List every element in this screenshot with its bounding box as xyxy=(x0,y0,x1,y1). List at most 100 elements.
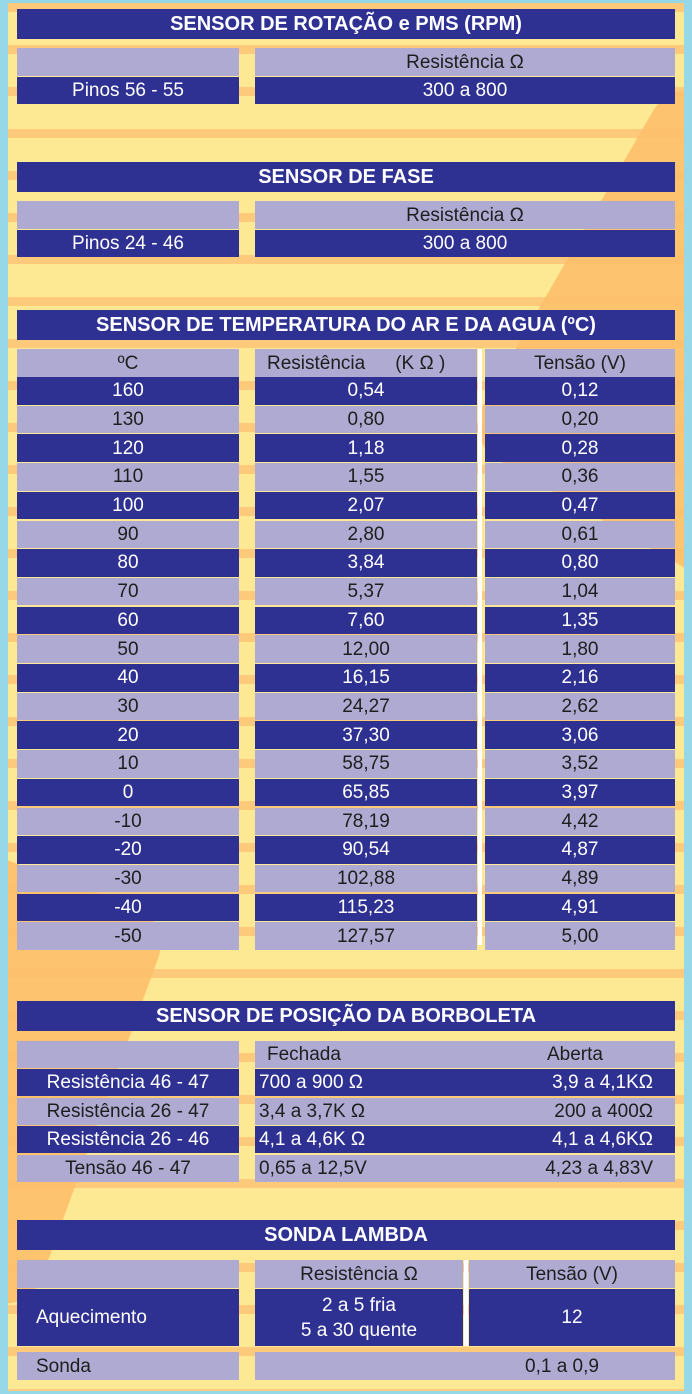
temp-cell-celsius: 80 xyxy=(17,549,239,577)
temp-header-res-unit: (K Ω ) xyxy=(395,352,446,374)
temp-cell-voltage: 0,20 xyxy=(485,405,675,434)
temp-cell-resistance: 1,18 xyxy=(255,434,477,462)
temp-header-c: ºC xyxy=(17,349,239,377)
temp-cell-voltage: 2,62 xyxy=(485,692,675,721)
tps-cell-open: 4,23 a 4,83V xyxy=(545,1157,653,1179)
temp-cell-celsius: -20 xyxy=(17,836,239,864)
temp-cell-celsius: -30 xyxy=(17,864,239,893)
temp-cell-voltage: 3,52 xyxy=(485,750,675,778)
temp-cell-celsius: 0 xyxy=(17,778,239,807)
rpm-header-blank xyxy=(17,48,239,76)
temp-cell-voltage: 4,87 xyxy=(485,836,675,864)
tps-row-values: 0,65 a 12,5V 4,23 a 4,83V xyxy=(255,1154,675,1182)
temp-cell-voltage: 0,12 xyxy=(485,377,675,405)
temp-cell-resistance: 90,54 xyxy=(255,836,477,864)
temp-cell-voltage: 0,36 xyxy=(485,463,675,491)
temp-cell-resistance: 3,84 xyxy=(255,549,477,577)
tps-row-label: Resistência 26 - 47 xyxy=(17,1097,239,1125)
temp-cell-celsius: 90 xyxy=(17,520,239,548)
temp-cell-celsius: 60 xyxy=(17,606,239,635)
temp-cell-voltage: 5,00 xyxy=(485,922,675,950)
temp-cell-celsius: 100 xyxy=(17,491,239,520)
temp-cell-resistance: 65,85 xyxy=(255,778,477,807)
temp-cell-resistance: 16,15 xyxy=(255,664,477,692)
temp-cell-resistance: 0,54 xyxy=(255,377,477,405)
temp-title: SENSOR DE TEMPERATURA DO AR E DA AGUA (º… xyxy=(17,310,675,340)
temp-cell-celsius: -10 xyxy=(17,807,239,835)
temp-cell-voltage: 4,42 xyxy=(485,807,675,835)
lambda-probe-v: 0,1 a 0,9 xyxy=(255,1352,675,1380)
rpm-value: 300 a 800 xyxy=(255,77,675,104)
tps-header-blank xyxy=(17,1041,239,1068)
temp-cell-resistance: 115,23 xyxy=(255,893,477,922)
tps-title: SENSOR DE POSIÇÃO DA BORBOLETA xyxy=(17,1001,675,1031)
tps-row-values: 4,1 a 4,6K Ω 4,1 a 4,6KΩ xyxy=(255,1126,675,1153)
temp-cell-celsius: 10 xyxy=(17,750,239,778)
temp-cell-resistance: 2,80 xyxy=(255,520,477,548)
temp-cell-voltage: 4,89 xyxy=(485,864,675,893)
temp-cell-celsius: 120 xyxy=(17,434,239,462)
temp-cell-celsius: 70 xyxy=(17,577,239,606)
temp-cell-resistance: 24,27 xyxy=(255,692,477,721)
lambda-heating-res: 2 a 5 fria 5 a 30 quente xyxy=(255,1289,463,1346)
temp-cell-celsius: 160 xyxy=(17,377,239,405)
temp-cell-resistance: 1,55 xyxy=(255,463,477,491)
tps-header: Fechada Aberta xyxy=(255,1041,675,1068)
tps-row-label: Resistência 26 - 46 xyxy=(17,1126,239,1153)
temp-cell-voltage: 2,16 xyxy=(485,664,675,692)
lambda-header-blank xyxy=(17,1260,239,1288)
rpm-pins: Pinos 56 - 55 xyxy=(17,77,239,104)
temp-cell-resistance: 7,60 xyxy=(255,606,477,635)
temp-cell-voltage: 1,80 xyxy=(485,635,675,663)
temp-cell-celsius: -40 xyxy=(17,893,239,922)
tps-cell-closed: 700 a 900 Ω xyxy=(259,1072,364,1093)
fase-header-blank xyxy=(17,201,239,229)
temp-cell-voltage: 0,80 xyxy=(485,549,675,577)
temp-header-res: Resistência (K Ω ) xyxy=(255,349,477,377)
tps-header-open: Aberta xyxy=(547,1044,603,1065)
lambda-heating-res-cold: 2 a 5 fria xyxy=(322,1294,396,1316)
temp-cell-voltage: 3,97 xyxy=(485,778,675,807)
rpm-header: Resistência Ω xyxy=(255,48,675,76)
lambda-probe-label: Sonda xyxy=(17,1352,239,1380)
temp-header-v: Tensão (V) xyxy=(485,349,675,377)
lambda-heating-res-hot: 5 a 30 quente xyxy=(300,1319,418,1341)
tps-header-closed: Fechada xyxy=(267,1044,341,1065)
temp-cell-celsius: 40 xyxy=(17,664,239,692)
tps-cell-closed: 0,65 a 12,5V xyxy=(259,1157,367,1179)
temp-cell-resistance: 2,07 xyxy=(255,491,477,520)
fase-value: 300 a 800 xyxy=(255,230,675,257)
tps-row-values: 700 a 900 Ω 3,9 a 4,1KΩ xyxy=(255,1069,675,1096)
lambda-header-res: Resistência Ω xyxy=(255,1260,463,1288)
temp-cell-celsius: 110 xyxy=(17,463,239,491)
lambda-heating-label: Aquecimento xyxy=(17,1289,239,1346)
temp-cell-voltage: 0,28 xyxy=(485,434,675,462)
temp-cell-celsius: -50 xyxy=(17,922,239,950)
temp-cell-voltage: 1,04 xyxy=(485,577,675,606)
column-divider xyxy=(478,349,482,945)
temp-cell-resistance: 78,19 xyxy=(255,807,477,835)
tps-row-label: Tensão 46 - 47 xyxy=(17,1154,239,1182)
temp-cell-voltage: 3,06 xyxy=(485,721,675,749)
temp-cell-voltage: 0,47 xyxy=(485,491,675,520)
lambda-header-v: Tensão (V) xyxy=(469,1260,675,1288)
fase-pins: Pinos 24 - 46 xyxy=(17,230,239,257)
temp-cell-voltage: 1,35 xyxy=(485,606,675,635)
temp-cell-celsius: 30 xyxy=(17,692,239,721)
rpm-title: SENSOR DE ROTAÇÃO e PMS (RPM) xyxy=(17,9,675,39)
temp-cell-resistance: 12,00 xyxy=(255,635,477,663)
tps-row-values: 3,4 a 3,7K Ω 200 a 400Ω xyxy=(255,1097,675,1125)
temp-cell-celsius: 130 xyxy=(17,405,239,434)
lambda-heating-v: 12 xyxy=(469,1289,675,1346)
lambda-title: SONDA LAMBDA xyxy=(17,1220,675,1250)
temp-header-res-label: Resistência xyxy=(267,352,366,374)
fase-header: Resistência Ω xyxy=(255,201,675,229)
tps-cell-closed: 3,4 a 3,7K Ω xyxy=(259,1100,366,1122)
temp-cell-resistance: 37,30 xyxy=(255,721,477,749)
tps-cell-open: 200 a 400Ω xyxy=(554,1100,653,1122)
temp-cell-celsius: 50 xyxy=(17,635,239,663)
tps-cell-closed: 4,1 a 4,6K Ω xyxy=(259,1129,366,1150)
temp-cell-celsius: 20 xyxy=(17,721,239,749)
fase-title: SENSOR DE FASE xyxy=(17,162,675,192)
tps-row-label: Resistência 46 - 47 xyxy=(17,1069,239,1096)
